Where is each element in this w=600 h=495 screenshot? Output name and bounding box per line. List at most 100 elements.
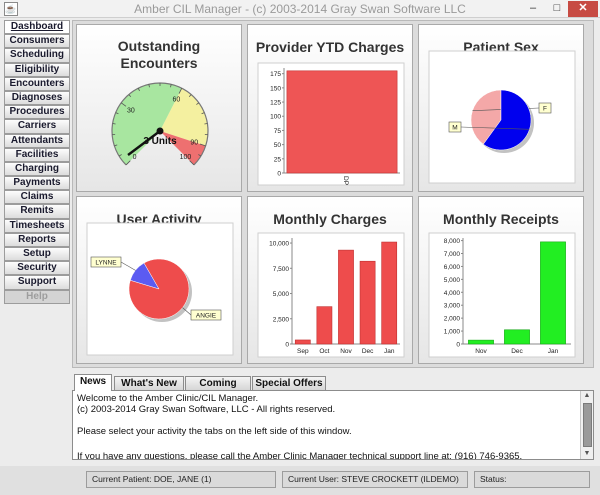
sidebar-item-timesheets[interactable]: Timesheets <box>4 218 70 233</box>
y-tick-label: 0 <box>285 342 289 349</box>
news-area: News What's New Coming Soon Special Offe… <box>72 374 594 464</box>
gauge-tick-label: 30 <box>127 107 135 114</box>
gauge-zone <box>111 82 182 165</box>
patient-sex-pie-chart: FM <box>428 50 576 184</box>
gauge-tick <box>115 112 119 115</box>
bar <box>468 339 494 345</box>
y-tick-label: 4,000 <box>444 290 461 297</box>
sidebar-item-facilities[interactable]: Facilities <box>4 147 70 162</box>
gauge-tick <box>125 160 131 166</box>
y-tick-label: 50 <box>274 142 282 149</box>
gauge-needle <box>127 130 161 156</box>
pie-leader <box>460 126 530 130</box>
sidebar-item-consumers[interactable]: Consumers <box>4 34 70 49</box>
pie-label: F <box>543 106 547 113</box>
news-line: Welcome to the Amber Clinic/CIL Manager. <box>77 393 259 404</box>
tab-special-offers[interactable]: Special Offers <box>252 376 326 390</box>
gauge-tick <box>137 88 140 92</box>
news-line: (c) 2003-2014 Gray Swan Software, LLC - … <box>77 404 336 415</box>
gauge-tick <box>196 102 200 105</box>
panel-monthly-receipts[interactable]: Monthly Receipts 0 1,000 2,000 3,000 4,000 5,… <box>418 196 584 364</box>
sidebar-item-help[interactable]: Help <box>4 289 70 304</box>
x-tick-label: Sep <box>297 348 309 355</box>
sidebar-item-eligibility[interactable]: Eligibility <box>4 62 70 77</box>
bar <box>504 329 530 345</box>
title-bar: ☕ Amber CIL Manager - (c) 2003-2014 Gray… <box>0 0 600 18</box>
sidebar-item-charging[interactable]: Charging <box>4 161 70 177</box>
sidebar-item-attendants[interactable]: Attendants <box>4 133 70 148</box>
tab-coming-soon[interactable]: Coming Soon <box>185 376 251 402</box>
sidebar-item-procedures[interactable]: Procedures <box>4 105 70 120</box>
sidebar-item-carriers[interactable]: Carriers <box>4 119 70 134</box>
pie-slice <box>128 258 190 320</box>
pie-leader <box>120 261 136 271</box>
tab-whats-new[interactable]: What's New <box>114 376 184 390</box>
x-tick-label: Jan <box>548 348 559 355</box>
bar <box>286 70 398 174</box>
sidebar-item-setup[interactable]: Setup <box>4 247 70 262</box>
sidebar-item-claims[interactable]: Claims <box>4 190 70 205</box>
y-tick-label: 8,000 <box>444 238 461 245</box>
bar <box>316 306 333 345</box>
scroll-up-arrow-icon[interactable]: ▲ <box>583 392 591 399</box>
sidebar-item-remits[interactable]: Remits <box>4 204 70 219</box>
y-tick-label: 7,000 <box>444 251 461 258</box>
y-tick-label: 2,500 <box>273 316 290 323</box>
sidebar-item-scheduling[interactable]: Scheduling <box>4 48 70 63</box>
x-tick-label: DP <box>342 176 349 185</box>
tab-news[interactable]: News <box>74 374 112 391</box>
sidebar-item-reports[interactable]: Reports <box>4 232 70 247</box>
panel-monthly-charges[interactable]: Monthly Charges 0 2,500 5,000 7,500 10,000 Se… <box>247 196 413 364</box>
sidebar-item-security[interactable]: Security <box>4 261 70 276</box>
gauge-tick-label: 0 <box>133 154 137 161</box>
y-tick-label: 175 <box>270 71 281 78</box>
panel-provider-ytd-charges[interactable]: Provider YTD Charges 0 25 50 75 100 125 150 175… <box>247 24 413 192</box>
y-tick-label: 1,000 <box>444 329 461 336</box>
news-text-area[interactable]: Welcome to the Amber Clinic/CIL Manager.… <box>72 390 594 460</box>
sidebar-item-dashboard[interactable]: Dashboard <box>4 20 70 35</box>
y-tick-label: 6,000 <box>444 264 461 271</box>
news-scrollbar[interactable]: ▲ ▼ <box>580 391 593 459</box>
current-patient-status: Current Patient: DOE, JANE (1) <box>86 471 276 488</box>
pie-leader <box>182 307 192 316</box>
gauge-tick <box>198 154 202 157</box>
sidebar-item-support[interactable]: Support <box>4 275 70 290</box>
y-tick-label: 100 <box>270 114 281 121</box>
window-title: Amber CIL Manager - (c) 2003-2014 Gray S… <box>134 2 466 16</box>
app-icon[interactable]: ☕ <box>4 2 18 16</box>
monthly-charges-bar-chart: 0 2,500 5,000 7,500 10,000 Sep Oct Nov Dec Jan <box>257 232 405 358</box>
gauge-tick-label: 100 <box>180 154 192 161</box>
gauge-tick <box>170 84 172 88</box>
monthly-receipts-bar-chart: 0 1,000 2,000 3,000 4,000 5,000 6,000 7,000 8,00… <box>428 232 576 358</box>
gauge-tick <box>188 94 192 98</box>
gauge-zone <box>160 88 208 146</box>
sidebar-item-payments[interactable]: Payments <box>4 176 70 191</box>
provider-ytd-bar-chart: 0 25 50 75 100 125 150 175 DP <box>257 62 405 186</box>
panel-user-activity[interactable]: User Activity LYNNE ANGIE <box>76 196 242 364</box>
sidebar-nav: Dashboard Consumers Scheduling Eligibility E… <box>4 20 70 304</box>
pie-label: M <box>452 125 457 132</box>
gauge-tick <box>178 88 183 94</box>
y-tick-label: 25 <box>274 156 282 163</box>
scroll-down-arrow-icon[interactable]: ▼ <box>583 450 591 457</box>
scroll-thumb[interactable] <box>583 403 592 447</box>
minimize-button[interactable]: – <box>529 2 537 14</box>
gauge-tick <box>199 143 206 147</box>
y-tick-label: 0 <box>456 342 460 349</box>
bar <box>359 260 376 345</box>
y-tick-label: 150 <box>270 85 281 92</box>
gauge-value-label: 3 Units <box>143 136 177 147</box>
gauge-zone <box>160 131 206 165</box>
close-button[interactable]: ✕ <box>568 1 598 17</box>
sidebar-item-encounters[interactable]: Encounters <box>4 76 70 91</box>
panel-title: Monthly Charges <box>273 211 387 227</box>
panel-outstanding-encounters[interactable]: Outstanding Encounters 0 30 60 90 100 3 Units <box>76 24 242 192</box>
y-tick-label: 0 <box>277 171 281 178</box>
news-line: Please select your activity the tabs on … <box>77 426 352 437</box>
gauge-tick <box>148 84 150 88</box>
gauge-tick <box>189 160 195 166</box>
sidebar-item-diagnoses[interactable]: Diagnoses <box>4 90 70 106</box>
maximize-button[interactable]: □ <box>553 2 561 14</box>
